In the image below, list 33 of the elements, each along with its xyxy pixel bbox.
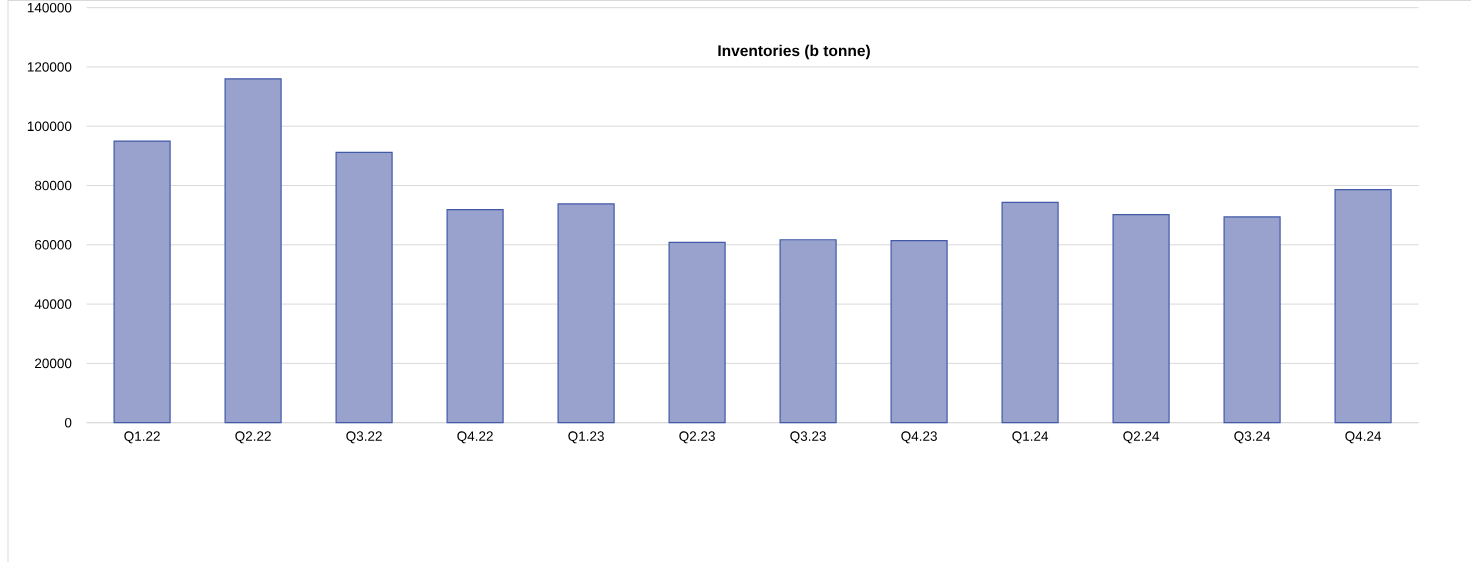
x-tick-label: Q2.22 — [235, 431, 271, 444]
bar — [668, 241, 726, 424]
bar — [890, 240, 948, 424]
bar — [779, 239, 837, 424]
y-tick-label: 20000 — [35, 358, 72, 369]
y-tick-label: 60000 — [35, 240, 72, 250]
y-tick-label: 120000 — [27, 62, 72, 72]
bar — [1223, 216, 1281, 424]
text: Inventories (b tonne) — [718, 44, 870, 60]
x-tick-label: Q2.24 — [1123, 431, 1160, 444]
bar — [557, 203, 615, 424]
y-tick-label: 40000 — [34, 299, 72, 309]
x-tick-label: Q3.23 — [790, 431, 826, 444]
bar — [1112, 213, 1170, 424]
y-tick-label: 100000 — [27, 121, 72, 132]
bar — [224, 78, 282, 424]
bar — [1001, 201, 1059, 424]
x-tick-label: Q3.22 — [346, 431, 382, 444]
x-tick-label: Q4.24 — [1345, 431, 1382, 444]
x-tick-label: Q1.23 — [568, 431, 604, 444]
bar — [113, 140, 171, 424]
bar — [446, 208, 504, 424]
x-tick-label: Q2.23 — [679, 431, 715, 444]
x-tick-label: Q3.24 — [1234, 431, 1271, 444]
x-tick-label: Q4.23 — [901, 431, 937, 444]
y-tick-label: 80000 — [34, 180, 72, 191]
x-tick-label: Q4.22 — [457, 431, 493, 444]
x-tick-label: Q1.22 — [124, 431, 160, 444]
y-tick-label: 140000 — [27, 2, 72, 13]
x-tick-label: Q1.24 — [1012, 431, 1049, 444]
y-tick-label: 0 — [64, 417, 72, 428]
bar — [335, 151, 393, 424]
bar — [1334, 189, 1392, 424]
